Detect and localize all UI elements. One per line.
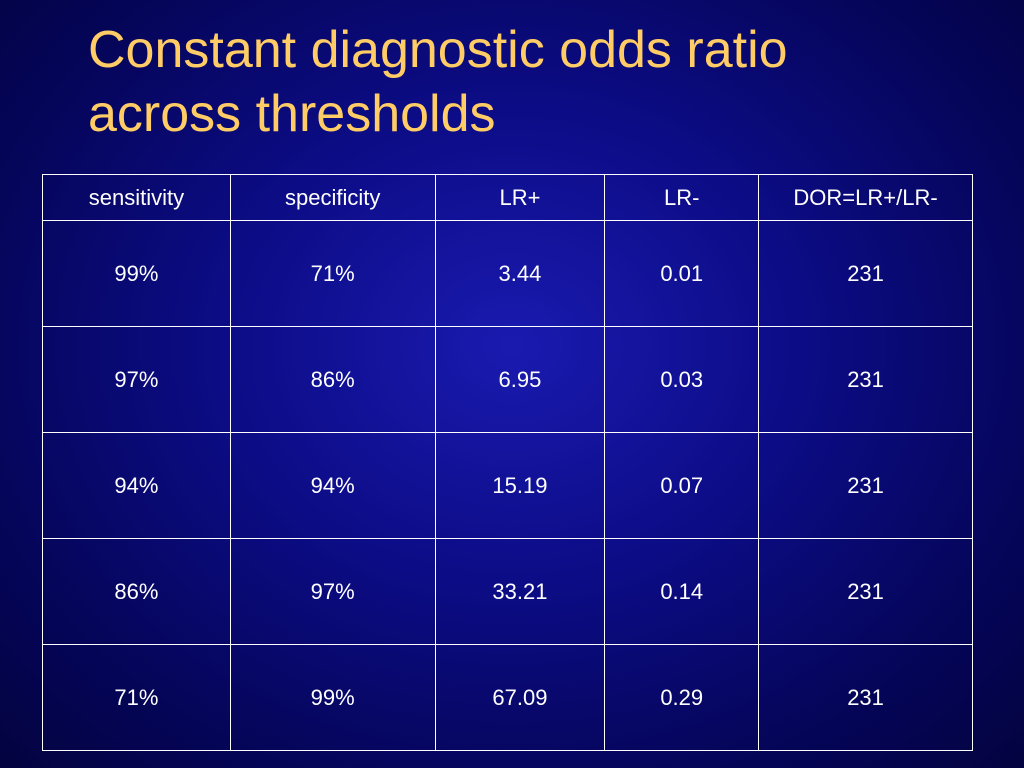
cell-specificity: 97% — [229, 538, 436, 645]
cell-lr-negative: 0.29 — [604, 644, 760, 751]
cell-lr-positive: 6.95 — [434, 326, 606, 433]
cell-dor: 231 — [758, 538, 973, 645]
cell-dor: 231 — [758, 432, 973, 539]
dor-table: sensitivity specificity LR+ LR- DOR=LR+/… — [42, 174, 973, 751]
cell-sensitivity: 86% — [42, 538, 231, 645]
cell-sensitivity: 97% — [42, 326, 231, 433]
cell-specificity: 94% — [229, 432, 436, 539]
cell-lr-positive: 3.44 — [434, 220, 606, 327]
cell-dor: 231 — [758, 644, 973, 751]
cell-dor: 231 — [758, 220, 973, 327]
cell-sensitivity: 99% — [42, 220, 231, 327]
table-row: 94% 94% 15.19 0.07 231 — [42, 432, 973, 539]
cell-specificity: 86% — [229, 326, 436, 433]
cell-sensitivity: 71% — [42, 644, 231, 751]
header-sensitivity: sensitivity — [42, 174, 231, 221]
table-row: 71% 99% 67.09 0.29 231 — [42, 644, 973, 751]
header-lr-positive: LR+ — [434, 174, 606, 221]
cell-lr-negative: 0.03 — [604, 326, 760, 433]
cell-sensitivity: 94% — [42, 432, 231, 539]
table-header-row: sensitivity specificity LR+ LR- DOR=LR+/… — [42, 174, 973, 221]
slide-title: Constant diagnostic odds ratio across thr… — [88, 18, 988, 146]
table-row: 97% 86% 6.95 0.03 231 — [42, 326, 973, 433]
header-dor: DOR=LR+/LR- — [758, 174, 973, 221]
table-row: 99% 71% 3.44 0.01 231 — [42, 220, 973, 327]
cell-lr-negative: 0.01 — [604, 220, 760, 327]
cell-lr-negative: 0.14 — [604, 538, 760, 645]
cell-specificity: 99% — [229, 644, 436, 751]
cell-dor: 231 — [758, 326, 973, 433]
cell-lr-positive: 15.19 — [434, 432, 606, 539]
cell-lr-negative: 0.07 — [604, 432, 760, 539]
title-line-2: across thresholds — [88, 85, 496, 143]
header-lr-negative: LR- — [604, 174, 760, 221]
header-specificity: specificity — [229, 174, 436, 221]
table-row: 86% 97% 33.21 0.14 231 — [42, 538, 973, 645]
cell-specificity: 71% — [229, 220, 436, 327]
cell-lr-positive: 67.09 — [434, 644, 606, 751]
cell-lr-positive: 33.21 — [434, 538, 606, 645]
title-line-1: Constant diagnostic odds ratio — [88, 21, 788, 79]
